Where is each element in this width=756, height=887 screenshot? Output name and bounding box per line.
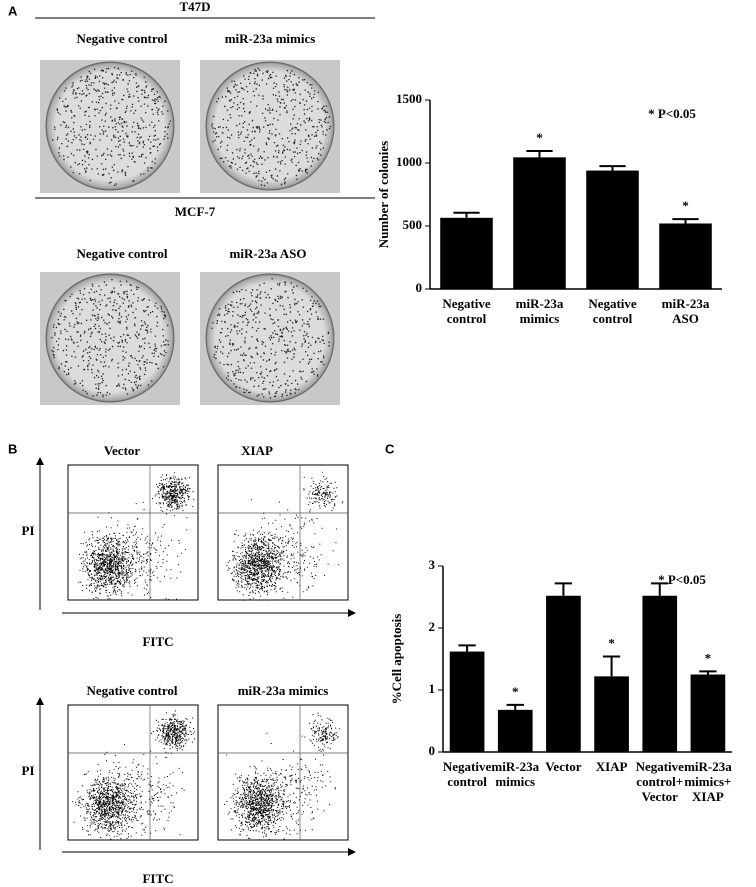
x-tick-label: Negative xyxy=(588,296,637,311)
significance: * xyxy=(512,684,519,699)
y-axis-label: Number of colonies xyxy=(376,141,391,248)
x-tick-label: ASO xyxy=(672,311,699,326)
cell-line: MCF-7 xyxy=(175,204,216,219)
flow-plot xyxy=(217,704,349,841)
bar xyxy=(513,157,566,289)
panel-label: A xyxy=(8,3,18,18)
bar xyxy=(449,651,485,752)
plot-label: Negative control xyxy=(86,683,177,698)
error-bar xyxy=(526,150,553,158)
error-bar xyxy=(602,655,621,677)
plot-frame xyxy=(217,704,349,841)
x-tick-label: mimics+ xyxy=(684,774,731,789)
error-bar xyxy=(599,165,626,171)
x-tick-label: miR-23a xyxy=(662,296,710,311)
annotation: * P<0.05 xyxy=(648,106,696,121)
bar xyxy=(659,223,712,289)
x-tick-label: XIAP xyxy=(596,759,628,774)
events xyxy=(224,712,341,841)
x-tick-label: control xyxy=(593,311,633,326)
error-bar xyxy=(453,211,480,218)
bar xyxy=(594,676,629,752)
y-tick-label: 1 xyxy=(429,681,436,696)
x-tick-label: control xyxy=(447,774,487,789)
bar xyxy=(642,595,678,752)
y-tick-label: 1000 xyxy=(396,154,422,169)
bar xyxy=(690,674,726,752)
y-axis-label: %Cell apoptosis xyxy=(389,614,404,705)
flow-plot xyxy=(217,464,349,601)
dish xyxy=(205,61,335,191)
axis-label: PI xyxy=(22,763,35,778)
annotation: * P<0.05 xyxy=(658,572,706,587)
x-tick-label: mimics xyxy=(520,311,560,326)
x-tick-label: control xyxy=(447,311,487,326)
colonies xyxy=(51,279,169,398)
x-tick-label: miR-23a xyxy=(684,759,732,774)
y-tick-label: 2 xyxy=(429,619,436,634)
plot-label: XIAP xyxy=(241,443,273,458)
y-tick-label: 1500 xyxy=(396,91,422,106)
x-tick-label: Negative xyxy=(442,296,491,311)
error-bar xyxy=(458,644,476,652)
significance: * xyxy=(536,130,543,145)
flow-plot xyxy=(67,704,199,841)
panel-label: C xyxy=(385,441,395,456)
error-bar xyxy=(506,703,524,710)
x-tick-label: Vector xyxy=(545,759,582,774)
bar xyxy=(586,170,639,289)
dish-image xyxy=(200,60,340,193)
significance: * xyxy=(682,198,689,213)
x-tick-label: control+ xyxy=(636,774,683,789)
y-tick-label: 3 xyxy=(429,557,436,572)
x-tick-label: Negative xyxy=(636,759,685,774)
events xyxy=(72,710,195,840)
axis-label: PI xyxy=(22,523,35,538)
bar xyxy=(546,595,581,752)
significance: * xyxy=(608,636,615,651)
y-tick-label: 0 xyxy=(429,743,436,758)
error-bar xyxy=(672,218,699,224)
error-bar xyxy=(651,582,669,596)
bar xyxy=(497,709,533,752)
error-bar xyxy=(554,582,573,596)
axis-label: FITC xyxy=(142,634,173,649)
x-tick-label: miR-23a xyxy=(516,296,564,311)
x-tick-label: XIAP xyxy=(692,789,724,804)
x-tick-label: mimics xyxy=(495,774,535,789)
dish-image xyxy=(40,272,180,405)
significance: * xyxy=(705,650,712,665)
image-label: Negative control xyxy=(76,246,167,261)
dish-image xyxy=(200,272,340,405)
plot-label: miR-23a mimics xyxy=(238,683,329,698)
x-tick-label: Vector xyxy=(642,789,679,804)
plot-label: Vector xyxy=(104,443,141,458)
colonies xyxy=(52,67,171,186)
axis-label: FITC xyxy=(142,871,173,886)
image-label: miR-23a mimics xyxy=(225,31,316,46)
x-tick-label: Negative xyxy=(443,759,492,774)
y-tick-label: 0 xyxy=(416,280,423,295)
dish-image xyxy=(40,60,180,193)
flow-plot xyxy=(67,464,199,601)
y-tick-label: 500 xyxy=(403,217,423,232)
image-label: Negative control xyxy=(76,31,167,46)
x-tick-label: miR-23a xyxy=(491,759,539,774)
panel-label: B xyxy=(8,441,17,456)
cell-line: T47D xyxy=(179,0,210,14)
bar xyxy=(440,217,493,289)
image-label: miR-23a ASO xyxy=(230,246,307,261)
error-bar xyxy=(699,670,717,675)
dish xyxy=(45,273,175,403)
